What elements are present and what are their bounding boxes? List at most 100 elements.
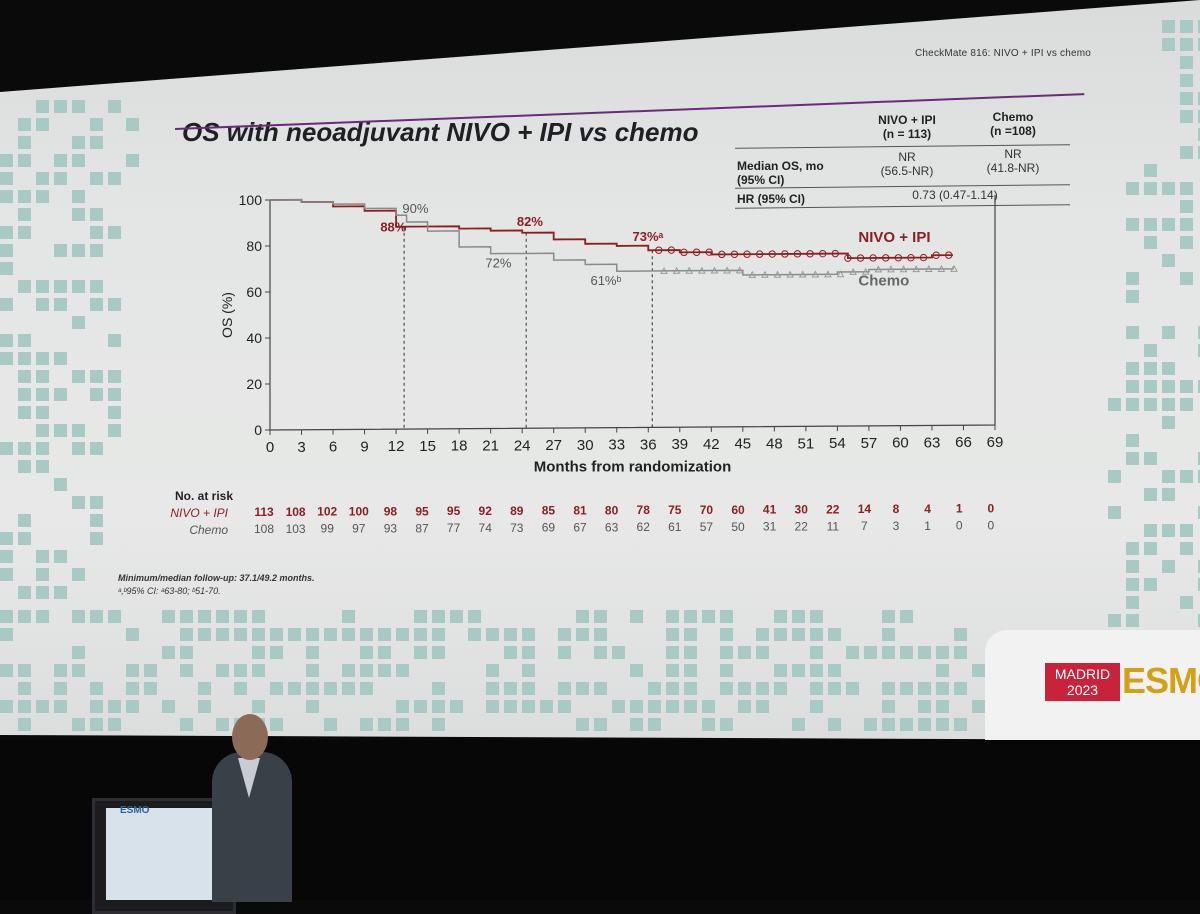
decor-tile [72,664,85,677]
hr-value: 0.73 (0.47-1.14) [912,188,998,202]
slide-title: OS with neoadjuvant NIVO + IPI vs chemo [182,117,699,147]
decor-tile [684,682,697,695]
nivo-censor-marker [655,246,663,254]
at-risk-value: 62 [637,520,651,534]
at-risk-value: 8 [893,502,900,516]
badge-city: MADRID [1054,666,1111,682]
decor-tile [1162,20,1175,33]
decor-tile [558,628,571,641]
decor-tile [108,700,121,713]
decor-tile [234,682,247,695]
chemo-censor-marker [710,266,719,274]
decor-tile [954,646,967,659]
decor-tile [1180,146,1193,159]
decor-tile [522,682,535,695]
at-risk-value: 31 [763,520,777,534]
decor-tile [36,442,49,455]
annotation-label: 90% [402,201,428,216]
decor-tile [36,460,49,473]
decor-tile [108,226,121,239]
decor-tile [18,406,31,419]
decor-tile [90,442,103,455]
decor-tile [1180,56,1193,69]
decor-tile [36,610,49,623]
at-risk-value: 97 [352,522,366,536]
decor-tile [126,118,139,131]
decor-tile [432,700,445,713]
decor-tile [936,646,949,659]
decor-tile [1162,524,1175,537]
decor-tile [306,646,319,659]
decor-tile [180,610,193,623]
decor-tile [810,664,823,677]
decor-tile [342,610,355,623]
decor-tile [576,682,589,695]
at-risk-value: 67 [573,521,587,535]
decor-tile [1126,542,1139,555]
decor-tile [36,424,49,437]
decor-tile [882,610,895,623]
at-risk-value: 98 [384,504,398,518]
nivo-censor-marker [869,254,877,262]
decor-tile [936,682,949,695]
chemo-censor-marker [672,266,681,274]
decor-tile [18,208,31,221]
decor-tile [1126,434,1139,447]
decor-tile [900,682,913,695]
decor-tile [1198,380,1200,393]
decor-tile [882,700,895,713]
at-risk-value: 0 [987,502,994,516]
at-risk-value: 22 [795,519,809,533]
decor-tile [1144,164,1157,177]
x-tick-label: 0 [266,439,274,456]
annotation-label: 61%ᵇ [590,273,621,288]
decor-tile [252,700,265,713]
decor-tile [1108,398,1121,411]
decor-tile [54,298,67,311]
decor-tile [0,442,13,455]
decor-tile [1162,38,1175,51]
decor-tile [774,664,787,677]
x-tick-label: 66 [955,434,972,451]
decor-tile [810,646,823,659]
decor-tile [306,682,319,695]
decor-tile [0,262,13,275]
decor-tile [594,718,607,731]
decor-tile [180,646,193,659]
at-risk-value: 78 [637,503,651,517]
decor-tile [216,718,229,731]
decor-tile [90,496,103,509]
decor-tile [90,388,103,401]
decor-tile [1162,380,1175,393]
decor-tile [1198,110,1200,123]
decor-tile [36,388,49,401]
decor-tile [414,700,427,713]
decor-tile [234,664,247,677]
decor-tile [1126,560,1139,573]
decor-tile [270,718,283,731]
decor-tile [1126,326,1139,339]
decor-tile [1162,470,1175,483]
nivo-censor-marker [743,250,751,258]
decor-tile [558,682,571,695]
chemo-censor-marker [773,270,782,278]
decor-tile [522,628,535,641]
decor-tile [342,664,355,677]
decor-tile [270,628,283,641]
decor-tile [36,370,49,383]
decor-tile [198,628,211,641]
decor-tile [1180,272,1193,285]
col-header-chemo-2: (n =108) [990,124,1036,138]
decor-tile [108,370,121,383]
decor-tile [162,610,175,623]
at-risk-value: 108 [254,522,274,536]
x-tick-label: 57 [861,435,878,452]
decor-tile [558,700,571,713]
decor-tile [72,646,85,659]
decor-tile [846,682,859,695]
decor-tile [72,136,85,149]
decor-tile [72,370,85,383]
decor-tile [1180,470,1193,483]
decor-tile [1198,452,1200,465]
x-tick-label: 3 [297,439,305,456]
